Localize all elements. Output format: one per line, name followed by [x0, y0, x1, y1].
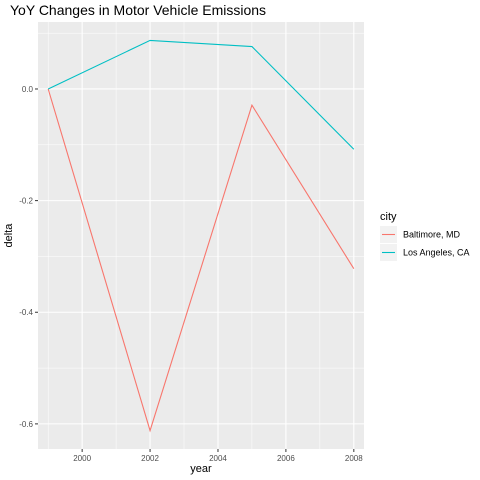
legend-label: Baltimore, MD [403, 230, 461, 240]
x-tick-label: 2004 [209, 454, 227, 463]
x-axis-ticks: 2000 2002 2004 2006 2008 [73, 449, 363, 463]
legend-title: city [380, 211, 397, 223]
series-lines [47, 39, 355, 433]
series-line [47, 88, 355, 433]
x-tick-label: 2006 [277, 454, 295, 463]
minor-gridlines [38, 22, 364, 449]
y-tick-label: -0.6 [19, 420, 33, 429]
x-tick-label: 2000 [73, 454, 91, 463]
plot-panel [38, 22, 364, 449]
x-tick-label: 2002 [141, 454, 159, 463]
x-axis-title: year [190, 463, 212, 475]
series-line [47, 39, 355, 150]
x-tick-label: 2008 [345, 454, 363, 463]
y-tick-label: 0.0 [22, 85, 34, 94]
legend-label: Los Angeles, CA [403, 248, 470, 258]
major-gridlines [38, 22, 364, 449]
y-tick-label: -0.2 [19, 197, 33, 206]
legend: city Baltimore, MD Los Angeles, CA [380, 211, 470, 261]
y-axis-ticks: 0.0 -0.2 -0.4 -0.6 [19, 85, 38, 429]
y-axis-title: delta [3, 223, 15, 248]
chart-title: YoY Changes in Motor Vehicle Emissions [10, 2, 267, 18]
y-tick-label: -0.4 [19, 308, 33, 317]
